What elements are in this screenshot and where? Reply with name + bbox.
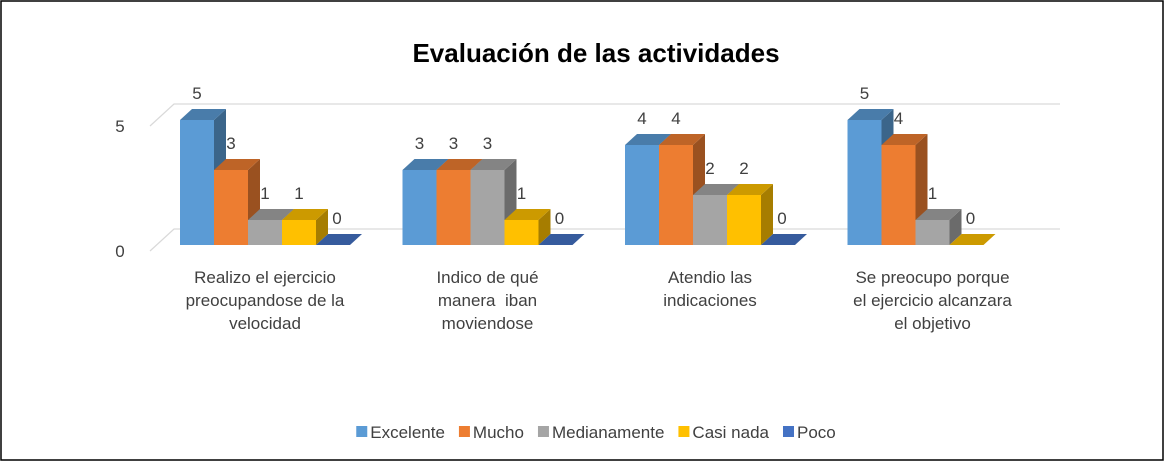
bar-top — [180, 109, 226, 120]
legend-label: Mucho — [473, 423, 524, 442]
legend-swatch — [678, 426, 690, 437]
data-label: 3 — [415, 134, 424, 153]
legend-swatch — [782, 426, 794, 437]
data-label: 5 — [860, 84, 869, 103]
x-tick-label: Se preocupo porque el ejercicio alcanzar… — [853, 268, 1017, 333]
bar-front — [659, 145, 693, 245]
chart-title: Evaluación de las actividades — [412, 38, 779, 68]
legend-label: Medianamente — [552, 423, 664, 442]
bar-top — [504, 209, 551, 220]
bar — [504, 209, 551, 245]
data-label: 1 — [294, 184, 303, 203]
data-label: 3 — [449, 134, 458, 153]
bar-front — [470, 170, 505, 245]
data-label: 0 — [332, 209, 341, 228]
bar-top — [915, 209, 962, 220]
bar-side — [538, 209, 551, 245]
bar — [727, 184, 773, 245]
bar-front — [436, 170, 471, 245]
bar-top — [693, 184, 739, 195]
legend-label: Poco — [797, 423, 836, 442]
bar-side — [949, 209, 962, 245]
bar-top — [625, 134, 671, 145]
data-label: 1 — [260, 184, 269, 203]
bar-side — [316, 209, 328, 245]
x-tick-label: Indico de qué manera iban moviendose — [436, 268, 544, 333]
data-label: 2 — [705, 159, 714, 178]
bar-top — [847, 109, 894, 120]
data-label: 3 — [226, 134, 235, 153]
legend-swatch — [537, 426, 549, 437]
data-label: 4 — [637, 109, 646, 128]
bar-front — [214, 170, 248, 245]
bar-top — [214, 159, 260, 170]
bar-top — [316, 234, 362, 245]
x-tick-label: Atendio las indicaciones — [663, 268, 757, 310]
x-tick-label: Realizo el ejercicio preocupandose de la… — [185, 268, 350, 333]
bar — [316, 234, 362, 245]
data-label: 4 — [894, 109, 903, 128]
bar-top — [470, 159, 517, 170]
bar-front — [402, 170, 437, 245]
bar-front — [248, 220, 282, 245]
bar — [538, 234, 585, 245]
bar-top — [949, 234, 996, 245]
bar-front — [504, 220, 539, 245]
bar — [761, 234, 807, 245]
bar — [949, 234, 996, 245]
bar-top — [881, 134, 928, 145]
bar — [282, 209, 328, 245]
data-label: 0 — [966, 209, 975, 228]
legend-label: Excelente — [370, 423, 445, 442]
data-label: 5 — [192, 84, 201, 103]
data-label: 4 — [671, 109, 680, 128]
bar-top — [248, 209, 294, 220]
bar-top — [282, 209, 328, 220]
bar-top — [659, 134, 705, 145]
data-label: 0 — [555, 209, 564, 228]
legend-swatch — [356, 426, 368, 437]
y-tick-label: 0 — [115, 242, 124, 261]
bar — [881, 134, 928, 245]
bar-top — [727, 184, 773, 195]
bar-front — [727, 195, 761, 245]
legend-label: Casi nada — [692, 423, 769, 442]
bar-top — [538, 234, 585, 245]
bar-top — [436, 159, 483, 170]
data-label: 1 — [517, 184, 526, 203]
data-label: 1 — [928, 184, 937, 203]
bar-front — [693, 195, 727, 245]
bar-front — [915, 220, 950, 245]
grid-line — [149, 103, 1060, 127]
bar-front — [881, 145, 916, 245]
bar-front — [625, 145, 659, 245]
bar-side — [761, 184, 773, 245]
data-label: 3 — [483, 134, 492, 153]
data-label: 0 — [777, 209, 786, 228]
bar — [915, 209, 962, 245]
bar-front — [847, 120, 882, 245]
data-label: 2 — [739, 159, 748, 178]
bar-top — [761, 234, 807, 245]
y-tick-label: 5 — [115, 117, 124, 136]
bar-front — [282, 220, 316, 245]
bar-front — [180, 120, 214, 245]
legend-swatch — [458, 426, 470, 437]
bar-top — [402, 159, 449, 170]
